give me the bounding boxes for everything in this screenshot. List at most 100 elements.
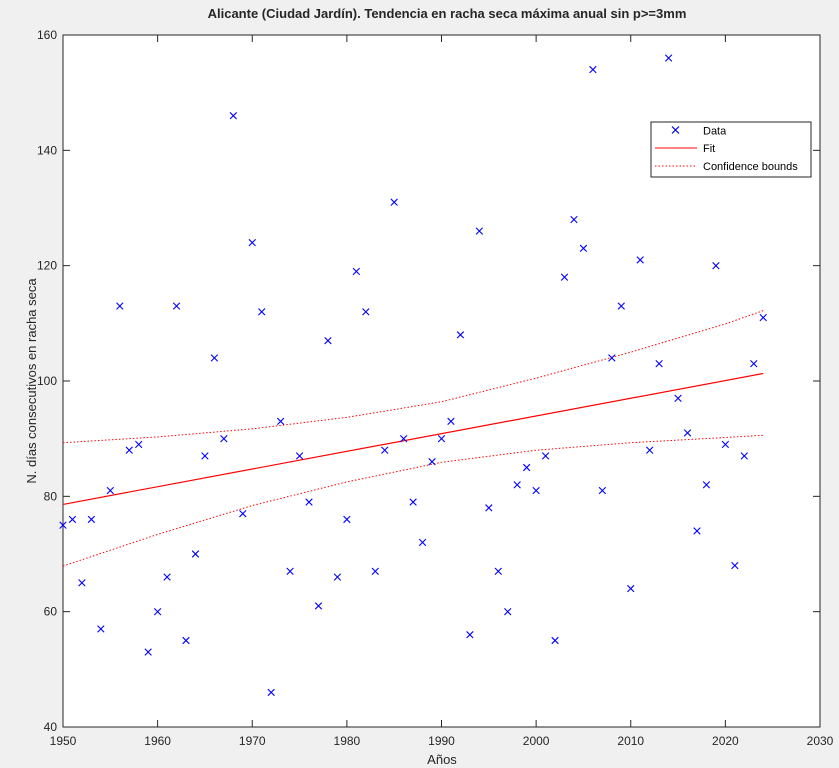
data-point (210, 354, 219, 362)
y-tick-label: 160 (37, 28, 57, 42)
data-point (655, 360, 663, 368)
data-point (324, 336, 332, 345)
data-point (513, 481, 521, 489)
x-tick-label: 1950 (50, 734, 77, 748)
y-tick-label: 60 (44, 605, 58, 619)
data-point (106, 486, 115, 495)
data-point (286, 567, 294, 575)
data-points (59, 54, 767, 697)
data-point (381, 446, 389, 454)
x-axis-label: Años (427, 752, 457, 767)
x-tick-label: 1970 (239, 734, 266, 748)
data-point (456, 331, 465, 339)
data-point (409, 498, 417, 506)
legend: Data Fit Confidence bounds (650, 121, 812, 178)
data-point (371, 567, 379, 575)
y-tick-label: 100 (37, 374, 57, 388)
data-point (570, 215, 578, 224)
data-point (220, 434, 228, 443)
x-tick-label: 2020 (712, 734, 739, 748)
data-point (276, 417, 285, 426)
data-point (617, 302, 625, 310)
chart-title: Alicante (Ciudad Jardín). Tendencia en r… (208, 6, 687, 21)
data-point (636, 256, 644, 264)
data-point (314, 602, 323, 610)
legend-label-data: Data (703, 126, 727, 138)
data-point (475, 227, 484, 235)
data-point (532, 486, 540, 495)
data-point (333, 573, 342, 581)
y-tick-label: 80 (44, 489, 58, 503)
data-point (87, 515, 96, 524)
data-point (693, 527, 701, 535)
legend-entry-bounds: Confidence bounds (655, 161, 798, 173)
x-tick-label: 1980 (334, 734, 361, 748)
data-point (362, 308, 370, 316)
data-point (485, 504, 493, 512)
y-tick-label: 40 (44, 720, 58, 734)
data-point (560, 273, 569, 281)
data-point (645, 446, 654, 454)
data-point (305, 498, 313, 506)
data-point (437, 434, 446, 443)
data-point (589, 65, 597, 74)
fit-line-segment (62, 372, 764, 505)
data-point (674, 394, 682, 402)
data-point (59, 521, 67, 529)
data-point (239, 509, 247, 518)
x-tick-label: 1960 (144, 734, 171, 748)
data-point (608, 354, 616, 362)
data-point (627, 584, 635, 593)
data-point (135, 440, 143, 449)
data-point (504, 607, 512, 616)
y-tick-label: 120 (37, 259, 57, 273)
data-point (750, 360, 758, 368)
data-point (702, 481, 711, 489)
legend-box (650, 121, 812, 178)
data-point (598, 486, 607, 495)
data-point (163, 573, 171, 581)
data-point (97, 625, 105, 633)
confidence-bound-upper (62, 310, 764, 444)
data-point (116, 302, 124, 310)
data-point (418, 538, 427, 547)
y-axis: 40 60 80 100 120 140 160 (37, 28, 820, 734)
data-point (172, 302, 181, 310)
data-point (664, 54, 673, 62)
data-point (731, 561, 739, 570)
legend-marker-data (671, 126, 680, 134)
data-point (267, 688, 275, 697)
data-point (343, 515, 351, 524)
x-tick-label: 2000 (523, 734, 550, 748)
data-point (153, 607, 162, 616)
data-point (68, 515, 77, 524)
legend-label-fit: Fit (703, 143, 715, 155)
data-point (78, 579, 86, 587)
data-point (740, 452, 748, 460)
data-point (579, 244, 588, 253)
data-point (759, 313, 767, 322)
data-point (248, 238, 256, 247)
data-point (191, 550, 200, 558)
data-point (390, 198, 398, 206)
data-point (683, 429, 692, 437)
legend-entry-fit: Fit (655, 143, 715, 155)
confidence-bound-lower (62, 434, 764, 567)
y-axis-label: N. días consecutivos en racha seca (24, 278, 39, 484)
data-point (447, 417, 455, 426)
data-point (182, 636, 190, 645)
data-point (721, 440, 730, 449)
data-point (541, 452, 550, 460)
data-point (125, 446, 133, 454)
data-point (551, 636, 559, 645)
data-point (399, 434, 408, 443)
data-point (144, 648, 152, 656)
data-point (258, 308, 266, 316)
fit-line (62, 372, 764, 505)
x-tick-label: 2010 (617, 734, 644, 748)
legend-entry-data: Data (671, 126, 727, 138)
data-point (494, 567, 502, 575)
x-tick-label: 1990 (428, 734, 455, 748)
x-axis: 1950 1960 1970 1980 1990 2000 2010 2020 2030 (50, 35, 834, 748)
